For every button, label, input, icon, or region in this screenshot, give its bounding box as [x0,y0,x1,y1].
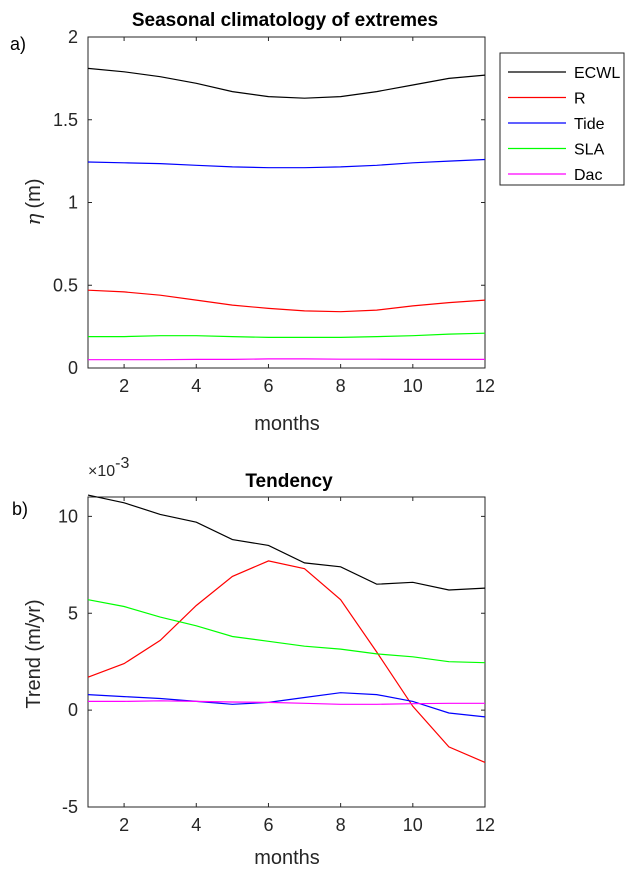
panel-b-xtick-label: 2 [119,815,129,835]
panel-b-multiplier-base: ×10 [88,463,115,480]
panel-a-series-tide-line [87,158,486,169]
legend-label-r: R [574,91,586,108]
legend-label-dac: Dac [574,167,602,184]
panel-a-ytick-label: 1 [68,193,78,213]
panel-b-title: Tendency [245,471,333,492]
legend-label-ecwl: ECWL [574,65,620,82]
panel-a-ylabel-unit: (m) [23,179,45,209]
panel-b-xtick-label: 6 [263,815,273,835]
panel-b-series-ecwl-line [87,494,486,591]
panel-a-ytick-label: 0.5 [53,275,78,295]
panel-a-xtick-label: 2 [119,376,129,396]
panel-b-multiplier-exp: -3 [115,455,129,472]
panel-a-xtick-label: 8 [336,376,346,396]
panel-b-ytick-label: 0 [68,700,78,720]
panel-b-xlabel: months [254,847,320,869]
panel-a-series-r-line [87,289,486,313]
panel-a-title: Seasonal climatology of extremes [132,10,438,31]
panel-b-series-r-line [87,560,486,763]
panel-b-xtick-label: 8 [336,815,346,835]
panel-b-ytick-label: 5 [68,603,78,623]
panel-a-xtick-label: 6 [263,376,273,396]
panel-b-ytick-label: 10 [58,506,78,526]
panel-a-xtick-label: 4 [191,376,201,396]
panel-a-ytick-label: 1.5 [53,110,78,130]
svg-text:η(m): η (m) [21,179,45,226]
panel-a-xlabel: months [254,413,320,435]
panel-b-series-sla-line [87,599,486,664]
panel-b-label: b) [12,499,28,519]
panel-b-ylabel: Trend (m/yr) [23,599,45,708]
panel-b-series-lines [87,494,486,763]
panel-a-label: a) [10,34,26,54]
panel-a-ytick-label: 2 [68,27,78,47]
panel-b-series-dac-line [88,700,485,705]
panel-a-ylabel: η (m) [21,179,45,226]
panel-a-series-sla-line [88,332,486,338]
panel-a-series-lines [87,67,486,361]
panel-b-xtick-label: 10 [403,815,423,835]
panel-b-ticks: 2 4 6 8 10 12 -5 0 5 10 [58,497,495,835]
panel-a-ylabel-symbol: η [21,213,45,225]
panel-a-ytick-label: 0 [68,358,78,378]
legend: ECWL R Tide SLA Dac [508,65,620,184]
panel-a-ticks: 2 4 6 8 10 12 0 0.5 1 1.5 2 [53,27,495,396]
panel-a-plot-area [87,36,486,369]
panel-a-xtick-label: 12 [475,376,495,396]
legend-label-tide: Tide [574,116,605,133]
panel-b-xtick-label: 12 [475,815,495,835]
panel-b-ytick-label: -5 [62,797,78,817]
panel-a-series-ecwl-line [87,67,486,99]
legend-box [499,52,625,186]
legend-label-sla: SLA [574,142,605,159]
panel-a-series-dac-line [88,358,485,361]
panel-a-xtick-label: 10 [403,376,423,396]
panel-b-xtick-label: 4 [191,815,201,835]
panel-a: Seasonal climatology of extremes a) 2 4 6 8… [10,10,625,435]
panel-b-multiplier: ×10-3 [88,455,129,480]
panel-b-plot-area [87,496,486,808]
